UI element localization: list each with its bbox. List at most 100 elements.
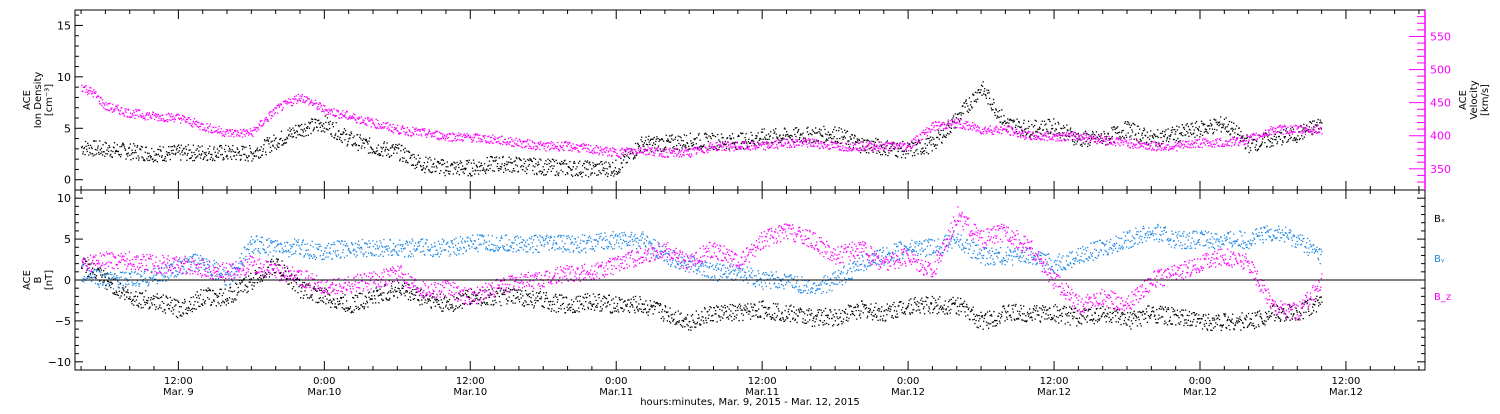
velocity-series-point [1248,139,1250,141]
velocity-series-point [1035,134,1037,137]
ion-density-series-point [108,144,110,147]
velocity-series-point [88,89,90,91]
velocity-series-point [778,142,780,144]
ion-density-series-point [1022,134,1024,137]
bx-series-point [110,281,112,283]
velocity-series-point [439,131,441,133]
bx-series-point [233,299,235,301]
velocity-series-point [1292,131,1294,134]
velocity-series-point [324,108,326,110]
velocity-series-point [1282,133,1284,135]
ion-density-series-point [489,156,492,158]
ion-density-series-point [624,156,626,158]
ion-density-series-point [482,167,485,169]
ion-density-series-point [442,163,444,166]
bx-series-point [181,315,183,317]
velocity-series-point [229,130,232,132]
velocity-series-point [731,147,733,149]
ion-density-series-point [404,151,406,153]
velocity-series-point [504,138,506,140]
velocity-series-point [914,144,916,146]
ion-density-series-point [1088,134,1090,136]
velocity-series-point [680,150,682,152]
velocity-series-point [1318,128,1320,131]
ion-density-series-point [1292,128,1295,130]
velocity-series-point [874,148,876,151]
velocity-series-point [891,141,893,144]
ion-density-series-point [375,152,377,154]
velocity-series-point [1133,143,1135,145]
velocity-series-point [835,142,837,144]
velocity-series-point [538,141,540,144]
velocity-series-point [738,146,740,148]
bx-series-point [108,277,110,279]
bx-series-point [172,313,174,315]
bx-series-point [186,313,188,315]
velocity-series-point [1162,142,1164,144]
bx-series-point [157,297,159,299]
velocity-series-point [398,133,400,135]
ion-density-series-point [1001,109,1003,111]
ion-density-series-point [815,127,817,129]
velocity-series-point [1041,135,1043,137]
ion-density-series-point [219,145,221,148]
velocity-series-point [341,114,343,116]
ion-density-series-point [1287,140,1289,142]
velocity-series-point [714,147,717,149]
ion-density-series-point [1116,127,1118,129]
bx-series-point [283,274,285,276]
velocity-series-point [565,141,567,143]
ion-density-series-point [1229,134,1231,136]
ion-density-series-point [698,132,700,135]
bx-series-point [254,282,256,284]
ion-density-series-point [598,170,600,172]
ion-density-series-point [384,148,387,151]
velocity-series-point [139,109,141,111]
velocity-series-point [323,111,325,113]
velocity-series-point [758,146,760,149]
ion-density-series-point [876,152,878,154]
velocity-series-point [715,142,717,144]
ion-density-series-point [498,157,500,159]
ion-density-series-point [992,98,995,101]
ion-density-series-point [624,153,626,156]
velocity-series-point [957,118,959,120]
ion-density-series-point [1191,133,1193,136]
ion-density-series-point [309,121,312,124]
velocity-series-point [337,111,339,113]
ion-density-series-point [983,93,985,95]
velocity-series-point [622,152,624,154]
velocity-series-point [423,130,425,132]
bx-series-point [147,297,150,299]
velocity-series-point [306,100,308,102]
velocity-series-point [104,108,106,110]
velocity-series-point [199,128,201,131]
ion-density-series-point [339,136,341,139]
ion-density-series-point [247,160,249,162]
velocity-series-point [1129,139,1131,141]
ion-density-series-point [596,174,598,176]
ion-density-series-point [607,175,609,178]
velocity-series-point [985,131,988,133]
velocity-series-point [436,138,438,140]
ion-density-series-point [1048,119,1050,121]
ion-density-series-point [205,151,207,154]
ion-density-series-point [1042,129,1044,131]
velocity-series-point [562,144,564,147]
bx-series-point [174,299,176,301]
velocity-series-point [625,149,627,151]
velocity-series-point [1171,146,1173,148]
ion-density-series-point [824,133,827,135]
velocity-series-point [423,128,425,130]
ion-density-series-point [1185,134,1187,136]
velocity-series-point [214,131,216,133]
ion-density-series-point [1113,126,1116,128]
ion-density-series-point [1207,132,1209,134]
ion-density-series-point [256,149,258,151]
ion-density-series-point [911,141,913,144]
bx-series-point [154,295,156,298]
velocity-series-point [543,142,545,144]
velocity-series-point [193,118,196,120]
ion-density-series-point [163,159,165,162]
bx-series-point [216,296,219,298]
